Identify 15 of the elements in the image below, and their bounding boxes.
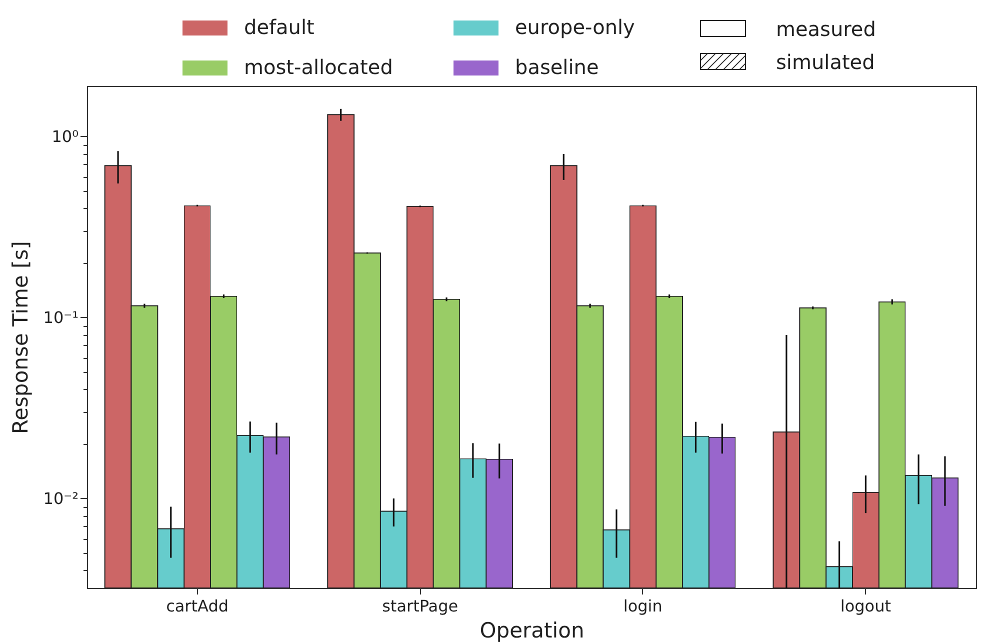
x-tick-label: startPage — [382, 596, 458, 616]
legend-label: default — [244, 15, 315, 39]
text: measured — [776, 16, 876, 40]
legend-label: europe-only — [515, 15, 636, 39]
y-tick-label: 10⁻¹ — [43, 308, 78, 327]
x-tick-label: cartAdd — [166, 596, 229, 616]
y-axis-title: Response Time [s] — [8, 241, 32, 434]
legend-label: most-allocated — [244, 55, 393, 79]
x-tick-label: logout — [840, 596, 892, 616]
text: simulated — [776, 50, 875, 74]
x-tick-label: login — [623, 596, 662, 616]
x-axis-title: Operation — [480, 618, 584, 642]
y-tick-label: 10⁰ — [52, 126, 78, 146]
y-tick-label: 10⁻² — [43, 488, 78, 508]
legend-label: baseline — [515, 55, 599, 79]
